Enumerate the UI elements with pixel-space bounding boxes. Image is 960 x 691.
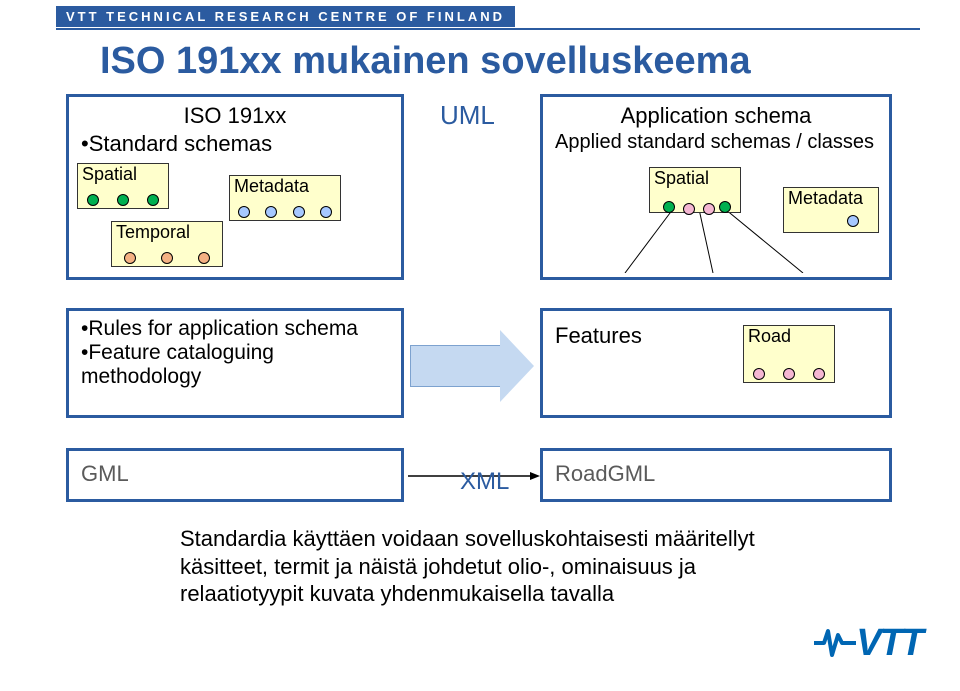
ybox-right-metadata: Metadata — [783, 187, 879, 233]
panel-gml: GML — [66, 448, 404, 502]
panel-roadgml: RoadGML — [540, 448, 892, 502]
panel-right-title: Application schema — [555, 103, 877, 129]
panel-application-schema: Application schema Applied standard sche… — [540, 94, 892, 280]
caption: Standardia käyttäen voidaan sovelluskoht… — [180, 525, 820, 608]
ybox-left-metadata: Metadata — [229, 175, 341, 221]
page-title: ISO 191xx mukainen sovelluskeema — [100, 40, 751, 83]
bubble-right-4 — [847, 215, 859, 227]
header-rule — [56, 28, 920, 30]
vtt-logo: VTT — [814, 622, 922, 665]
caption-line-2: relaatiotyypit kuvata yhdenmukaisella ta… — [180, 580, 820, 608]
caption-line-0: Standardia käyttäen voidaan sovelluskoht… — [180, 525, 820, 553]
ybox-road: Road — [743, 325, 835, 383]
panel-rules: •Rules for application schema •Feature c… — [66, 308, 404, 418]
rules-bullet-0: •Rules for application schema — [81, 317, 389, 341]
gml-label: GML — [81, 461, 389, 487]
rules-bullet-1: •Feature cataloguing methodology — [81, 341, 389, 389]
uml-label: UML — [440, 100, 495, 131]
roadgml-label: RoadGML — [555, 461, 877, 487]
panel-features: Features Road — [540, 308, 892, 418]
bubble-right-3 — [719, 201, 731, 213]
panel-left-subtitle: •Standard schemas — [81, 131, 389, 157]
bubble-right-2 — [683, 203, 695, 215]
ybox-left-temporal: Temporal — [111, 221, 223, 267]
caption-line-1: käsitteet, termit ja näistä johdetut oli… — [180, 553, 820, 581]
ybox-left-spatial: Spatial — [77, 163, 169, 209]
xml-label: XML — [460, 468, 509, 496]
bubble-right-1 — [703, 203, 715, 215]
panel-right-subtitle: Applied standard schemas / classes — [555, 131, 877, 154]
header-bar: VTT TECHNICAL RESEARCH CENTRE OF FINLAND — [56, 6, 515, 27]
panel-iso191xx: ISO 191xx •Standard schemas Spatial Metad… — [66, 94, 404, 280]
bubble-right-0 — [663, 201, 675, 213]
panel-left-title: ISO 191xx — [81, 103, 389, 129]
arrow-rules-to-features — [410, 330, 534, 402]
